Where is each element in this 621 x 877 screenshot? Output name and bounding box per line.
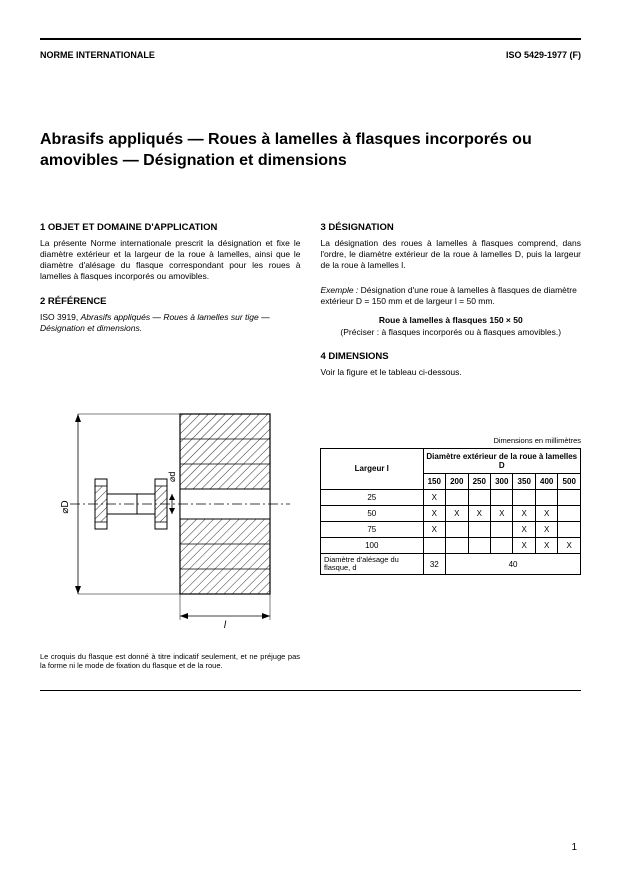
two-columns: 1 OBJET ET DOMAINE D'APPLICATION La prés… bbox=[40, 222, 581, 392]
right-column: 3 DÉSIGNATION La désignation des roues à… bbox=[321, 222, 582, 392]
section-2-body: ISO 3919, Abrasifs appliqués — Roues à l… bbox=[40, 312, 301, 334]
table-cell bbox=[491, 521, 513, 537]
table-cell bbox=[558, 489, 581, 505]
table-cell: X bbox=[535, 521, 557, 537]
dim-D-label: ⌀D bbox=[60, 500, 71, 513]
dim-d-label: ⌀d bbox=[167, 471, 177, 481]
section-4-head: 4 DIMENSIONS bbox=[321, 351, 582, 362]
table-cell: X bbox=[513, 505, 535, 521]
left-column: 1 OBJET ET DOMAINE D'APPLICATION La prés… bbox=[40, 222, 301, 392]
table-cell bbox=[558, 505, 581, 521]
table-cell: X bbox=[513, 521, 535, 537]
page-title: Abrasifs appliqués — Roues à lamelles à … bbox=[40, 130, 581, 172]
figure-caption: Le croquis du flasque est donné à titre … bbox=[40, 652, 300, 670]
section-3-body: La désignation des roues à lamelles à fl… bbox=[321, 238, 582, 271]
table-cell bbox=[468, 537, 490, 553]
section-3-example: Exemple : Désignation d'une roue à lamel… bbox=[321, 285, 582, 307]
designation-paren: (Préciser : à flasques incorporés ou à f… bbox=[321, 327, 582, 337]
row-head-label: Largeur l bbox=[355, 464, 389, 473]
col-header: 250 bbox=[468, 473, 490, 489]
figure-area: ⌀D ⌀d l Le croquis du flasque est donné … bbox=[40, 404, 300, 670]
bottom-rule bbox=[40, 690, 581, 691]
table-cell bbox=[558, 521, 581, 537]
table-row: Diamètre d'alésage du flasque, d 3240 bbox=[321, 553, 581, 575]
section-3-head: 3 DÉSIGNATION bbox=[321, 222, 582, 233]
example-prefix: Exemple : bbox=[321, 285, 361, 295]
row-head: Largeur l bbox=[321, 448, 424, 489]
table-row: Largeur l Diamètre extérieur de la roue … bbox=[321, 448, 581, 473]
dimensions-table: Largeur l Diamètre extérieur de la roue … bbox=[320, 448, 581, 576]
table-cell bbox=[423, 537, 445, 553]
section-4-body: Voir la figure et le tableau ci-dessous. bbox=[321, 367, 582, 378]
table-cell: X bbox=[513, 537, 535, 553]
table-row: 75XXX bbox=[321, 521, 581, 537]
table-area: Dimensions en millimètres Largeur l Diam… bbox=[320, 404, 581, 576]
table-cell bbox=[446, 489, 468, 505]
bore-cell: 32 bbox=[423, 553, 445, 575]
lower-row: ⌀D ⌀d l Le croquis du flasque est donné … bbox=[40, 404, 581, 670]
table-cell bbox=[468, 489, 490, 505]
table-cell: X bbox=[558, 537, 581, 553]
table-row: 25X bbox=[321, 489, 581, 505]
col-header: 300 bbox=[491, 473, 513, 489]
top-rule bbox=[40, 38, 581, 40]
table-cell: X bbox=[535, 505, 557, 521]
row-label: 50 bbox=[321, 505, 424, 521]
header-right: ISO 5429-1977 (F) bbox=[506, 50, 581, 60]
col-header: 400 bbox=[535, 473, 557, 489]
col-header: 350 bbox=[513, 473, 535, 489]
table-row: 50XXXXXX bbox=[321, 505, 581, 521]
header-left: NORME INTERNATIONALE bbox=[40, 50, 155, 60]
table-caption: Dimensions en millimètres bbox=[320, 436, 581, 445]
col-header: 200 bbox=[446, 473, 468, 489]
col-header: 500 bbox=[558, 473, 581, 489]
table-cell bbox=[446, 521, 468, 537]
table-cell bbox=[491, 489, 513, 505]
bore-cell: 40 bbox=[446, 553, 581, 575]
table-row: 100XXX bbox=[321, 537, 581, 553]
table-cell: X bbox=[491, 505, 513, 521]
designation-bold: Roue à lamelles à flasques 150 × 50 bbox=[321, 315, 582, 325]
col-head: Diamètre extérieur de la roue à lamelles… bbox=[423, 448, 580, 473]
table-cell bbox=[468, 521, 490, 537]
table-cell bbox=[446, 537, 468, 553]
table-cell: X bbox=[468, 505, 490, 521]
table-cell: X bbox=[423, 505, 445, 521]
col-header: 150 bbox=[423, 473, 445, 489]
table-cell: X bbox=[446, 505, 468, 521]
section-1-body: La présente Norme internationale prescri… bbox=[40, 238, 301, 282]
row-label: 25 bbox=[321, 489, 424, 505]
header: NORME INTERNATIONALE ISO 5429-1977 (F) bbox=[40, 50, 581, 60]
section-2-pre: ISO 3919, bbox=[40, 312, 81, 322]
table-cell: X bbox=[423, 489, 445, 505]
table-cell bbox=[513, 489, 535, 505]
bore-label: Diamètre d'alésage du flasque, d bbox=[321, 553, 424, 575]
table-cell: X bbox=[423, 521, 445, 537]
section-1-head: 1 OBJET ET DOMAINE D'APPLICATION bbox=[40, 222, 301, 233]
row-label: 100 bbox=[321, 537, 424, 553]
table-cell: X bbox=[535, 537, 557, 553]
page-number: 1 bbox=[571, 842, 577, 853]
dim-l-label: l bbox=[224, 620, 227, 631]
table-cell bbox=[535, 489, 557, 505]
table-cell bbox=[491, 537, 513, 553]
row-label: 75 bbox=[321, 521, 424, 537]
section-2-head: 2 RÉFÉRENCE bbox=[40, 296, 301, 307]
technical-drawing: ⌀D ⌀d l bbox=[40, 404, 300, 644]
